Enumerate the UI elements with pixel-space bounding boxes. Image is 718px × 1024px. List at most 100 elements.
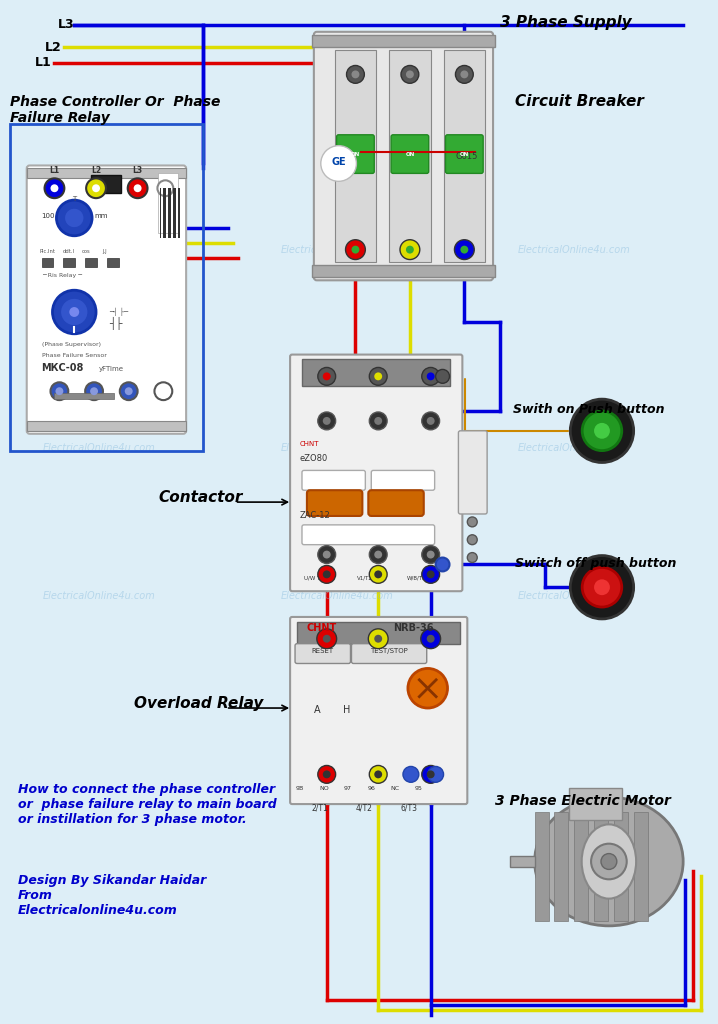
Text: How to connect the phase controller
or  phase failure relay to main board
or ins: How to connect the phase controller or p… xyxy=(18,783,276,826)
Text: ON: ON xyxy=(405,153,414,157)
Circle shape xyxy=(70,307,79,317)
Circle shape xyxy=(594,580,610,595)
Circle shape xyxy=(55,387,63,395)
Bar xyxy=(510,856,535,867)
Text: 2/T1: 2/T1 xyxy=(312,803,328,812)
Text: Phase Failure Sensor: Phase Failure Sensor xyxy=(42,352,106,357)
Bar xyxy=(165,188,167,238)
Text: ElectricalOnline4u.com: ElectricalOnline4u.com xyxy=(280,591,393,601)
Circle shape xyxy=(50,382,68,400)
Text: Overload Relay: Overload Relay xyxy=(134,696,263,711)
Circle shape xyxy=(455,66,473,83)
Bar xyxy=(55,393,114,399)
Circle shape xyxy=(460,246,468,254)
Text: L2: L2 xyxy=(91,166,101,175)
Circle shape xyxy=(374,570,382,579)
Circle shape xyxy=(436,557,449,571)
Circle shape xyxy=(421,368,439,385)
Bar xyxy=(163,188,165,238)
Bar xyxy=(389,49,431,262)
Text: L3: L3 xyxy=(57,17,74,31)
Circle shape xyxy=(421,565,439,584)
Text: (Phase Supervisor): (Phase Supervisor) xyxy=(42,342,101,347)
Text: 4/T2: 4/T2 xyxy=(356,803,373,812)
Circle shape xyxy=(400,240,420,259)
Bar xyxy=(312,265,495,278)
Text: ON: ON xyxy=(460,153,469,157)
Text: CHNT: CHNT xyxy=(307,623,337,633)
Circle shape xyxy=(85,382,103,400)
Text: ZAC-12: ZAC-12 xyxy=(300,511,331,520)
Circle shape xyxy=(594,423,610,438)
Bar xyxy=(535,812,549,921)
Text: L3: L3 xyxy=(133,166,143,175)
FancyBboxPatch shape xyxy=(314,32,493,281)
FancyBboxPatch shape xyxy=(307,490,363,516)
Ellipse shape xyxy=(535,797,683,926)
Bar xyxy=(107,258,118,267)
Circle shape xyxy=(426,373,434,380)
Circle shape xyxy=(582,567,622,607)
Circle shape xyxy=(369,565,387,584)
Bar xyxy=(312,35,495,47)
Circle shape xyxy=(454,240,475,259)
Text: 3 Phase Supply: 3 Phase Supply xyxy=(500,15,632,30)
Circle shape xyxy=(45,178,65,198)
Circle shape xyxy=(52,290,96,334)
Bar xyxy=(297,622,460,644)
Circle shape xyxy=(374,373,382,380)
FancyBboxPatch shape xyxy=(27,166,186,434)
Circle shape xyxy=(60,298,88,326)
Circle shape xyxy=(318,412,335,430)
Circle shape xyxy=(428,766,444,782)
FancyBboxPatch shape xyxy=(302,470,365,490)
Text: Phase Controller Or  Phase
Failure Relay: Phase Controller Or Phase Failure Relay xyxy=(10,94,220,125)
Bar xyxy=(160,188,162,238)
Circle shape xyxy=(467,553,477,562)
Circle shape xyxy=(368,629,388,648)
Circle shape xyxy=(323,373,331,380)
Text: eZO80: eZO80 xyxy=(300,454,328,463)
Bar xyxy=(159,173,178,232)
Bar xyxy=(444,49,485,262)
Circle shape xyxy=(421,629,441,648)
Text: yFTime: yFTime xyxy=(99,367,124,373)
Text: L1: L1 xyxy=(34,56,52,70)
Circle shape xyxy=(374,770,382,778)
Circle shape xyxy=(134,184,141,193)
FancyBboxPatch shape xyxy=(337,135,374,173)
Text: Pic.Int: Pic.Int xyxy=(39,249,55,254)
Circle shape xyxy=(318,368,335,385)
Circle shape xyxy=(591,844,627,880)
Text: J.J: J.J xyxy=(102,249,106,254)
Bar xyxy=(175,188,176,238)
Circle shape xyxy=(92,184,100,193)
Bar xyxy=(574,812,588,921)
Bar xyxy=(63,258,75,267)
Circle shape xyxy=(582,411,622,451)
Text: T: T xyxy=(72,197,76,202)
Text: МКС-08: МКС-08 xyxy=(42,364,84,374)
Circle shape xyxy=(374,635,382,643)
Text: 95: 95 xyxy=(415,786,423,792)
Circle shape xyxy=(369,546,387,563)
Text: G615: G615 xyxy=(455,152,477,161)
Text: A: A xyxy=(314,705,320,715)
Text: ┤├: ┤├ xyxy=(109,316,122,330)
Bar xyxy=(173,188,174,238)
Text: ElectricalOnline4u.com: ElectricalOnline4u.com xyxy=(42,245,155,255)
Text: ElectricalOnline4u.com: ElectricalOnline4u.com xyxy=(280,442,393,453)
Circle shape xyxy=(125,387,133,395)
Circle shape xyxy=(570,556,634,618)
Circle shape xyxy=(467,535,477,545)
Bar xyxy=(10,124,203,451)
Circle shape xyxy=(323,570,331,579)
Circle shape xyxy=(403,766,419,782)
Bar xyxy=(634,812,648,921)
Text: 9B: 9B xyxy=(296,786,304,792)
Circle shape xyxy=(90,387,98,395)
Text: L2: L2 xyxy=(45,41,61,53)
Circle shape xyxy=(318,565,335,584)
Text: NRB-36: NRB-36 xyxy=(393,623,434,633)
Text: CHNT: CHNT xyxy=(300,440,320,446)
